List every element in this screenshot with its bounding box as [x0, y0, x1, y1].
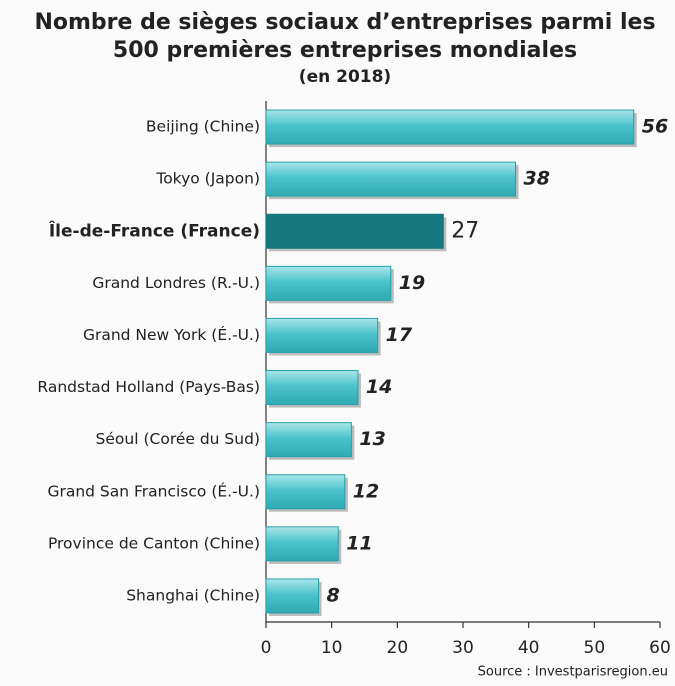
y-tick-label: Beijing (Chine): [146, 118, 260, 136]
bar: [265, 422, 352, 458]
x-tick-label: 10: [321, 638, 343, 658]
x-tick-label: 0: [261, 638, 272, 658]
y-tick-label: Tokyo (Japon): [155, 170, 260, 188]
x-tick-label: 60: [649, 638, 671, 658]
value-label: 38: [524, 168, 550, 190]
bar: [265, 317, 379, 353]
y-tick-label: Grand Londres (R.-U.): [92, 274, 260, 292]
value-label: 12: [353, 480, 379, 502]
y-tick-label: Randstad Holland (Pays-Bas): [37, 378, 260, 396]
x-tick-label: 20: [387, 638, 409, 658]
bar: [265, 109, 635, 145]
chart-title: Nombre de sièges sociaux d’entreprises p…: [34, 10, 655, 35]
chart-title: 500 premières entreprises mondiales: [113, 38, 577, 63]
x-tick-label: 30: [452, 638, 474, 658]
x-tick-label: 40: [518, 638, 540, 658]
x-tick-label: 50: [584, 638, 606, 658]
value-label: 19: [399, 272, 425, 294]
y-tick-label: Grand San Francisco (É.-U.): [47, 481, 260, 500]
bar: [265, 474, 346, 510]
bar: [265, 265, 392, 301]
y-tick-label: Séoul (Corée du Sud): [96, 430, 260, 448]
value-label: 13: [359, 428, 385, 450]
bar: [265, 161, 517, 197]
y-tick-label: Grand New York (É.-U.): [83, 325, 260, 344]
y-tick-label: Province de Canton (Chine): [48, 534, 260, 552]
value-label: 17: [386, 324, 413, 346]
value-label: 8: [327, 584, 340, 606]
value-label: 11: [346, 532, 372, 554]
chart-subtitle: (en 2018): [299, 67, 391, 87]
value-label: 27: [451, 218, 479, 243]
y-tick-label: Shanghai (Chine): [126, 586, 260, 604]
source: Source : Investparisregion.eu: [478, 665, 668, 680]
value-label: 56: [642, 116, 668, 138]
value-label: 14: [366, 376, 392, 398]
bar: [265, 578, 320, 614]
bar: [265, 526, 339, 562]
bar: [265, 370, 359, 406]
bar: [265, 213, 444, 249]
y-tick-label: Île-de-France (France): [49, 219, 260, 241]
